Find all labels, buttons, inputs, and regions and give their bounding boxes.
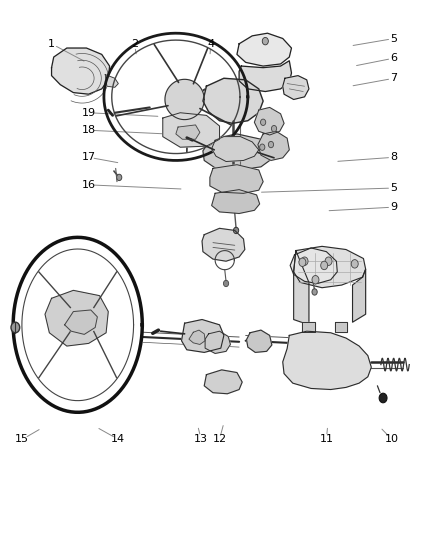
Polygon shape	[162, 113, 219, 147]
Text: 11: 11	[319, 434, 332, 445]
Polygon shape	[45, 290, 108, 346]
Text: 6: 6	[389, 53, 396, 63]
Ellipse shape	[261, 37, 268, 45]
Text: 13: 13	[194, 434, 208, 445]
Polygon shape	[282, 76, 308, 100]
Polygon shape	[257, 131, 289, 160]
Ellipse shape	[116, 174, 121, 181]
Ellipse shape	[259, 144, 264, 150]
Ellipse shape	[271, 125, 276, 132]
Text: 7: 7	[389, 73, 397, 83]
Polygon shape	[352, 269, 365, 322]
Polygon shape	[254, 108, 283, 135]
Polygon shape	[293, 251, 308, 325]
Text: 12: 12	[212, 434, 226, 445]
Polygon shape	[105, 75, 118, 87]
Polygon shape	[205, 331, 230, 353]
Polygon shape	[290, 248, 336, 284]
Polygon shape	[176, 125, 199, 139]
Ellipse shape	[378, 393, 386, 403]
Ellipse shape	[320, 261, 327, 270]
Text: 16: 16	[81, 180, 95, 190]
Polygon shape	[202, 78, 262, 123]
Text: 5: 5	[389, 34, 396, 44]
Polygon shape	[204, 370, 242, 394]
Polygon shape	[201, 228, 244, 261]
Ellipse shape	[350, 260, 357, 268]
Polygon shape	[302, 322, 314, 332]
Polygon shape	[211, 136, 258, 161]
Polygon shape	[334, 322, 346, 332]
Ellipse shape	[260, 119, 265, 125]
Text: 18: 18	[81, 125, 95, 135]
Ellipse shape	[324, 257, 331, 265]
Text: 5: 5	[389, 183, 396, 193]
Ellipse shape	[311, 289, 317, 295]
Polygon shape	[188, 330, 205, 344]
Text: 2: 2	[131, 39, 138, 49]
Text: 19: 19	[81, 108, 95, 118]
Text: 15: 15	[15, 434, 29, 445]
Text: 9: 9	[389, 202, 397, 212]
Polygon shape	[293, 246, 365, 288]
Text: 10: 10	[384, 434, 398, 445]
Polygon shape	[209, 165, 262, 193]
Polygon shape	[282, 331, 371, 390]
Polygon shape	[51, 48, 110, 94]
Ellipse shape	[233, 227, 238, 233]
Polygon shape	[246, 330, 271, 352]
Ellipse shape	[223, 280, 228, 287]
Ellipse shape	[11, 322, 20, 333]
Text: 14: 14	[111, 434, 125, 445]
Polygon shape	[64, 310, 97, 334]
Ellipse shape	[311, 276, 318, 284]
Ellipse shape	[300, 257, 307, 265]
Text: 4: 4	[207, 39, 214, 49]
Polygon shape	[165, 79, 204, 119]
Polygon shape	[239, 61, 291, 92]
Polygon shape	[211, 190, 259, 214]
Text: 8: 8	[389, 152, 397, 162]
Ellipse shape	[298, 258, 305, 266]
Ellipse shape	[268, 141, 273, 148]
Polygon shape	[181, 319, 223, 352]
Text: 17: 17	[81, 152, 95, 162]
Polygon shape	[237, 33, 291, 66]
Polygon shape	[202, 134, 271, 170]
Text: 1: 1	[48, 39, 55, 49]
